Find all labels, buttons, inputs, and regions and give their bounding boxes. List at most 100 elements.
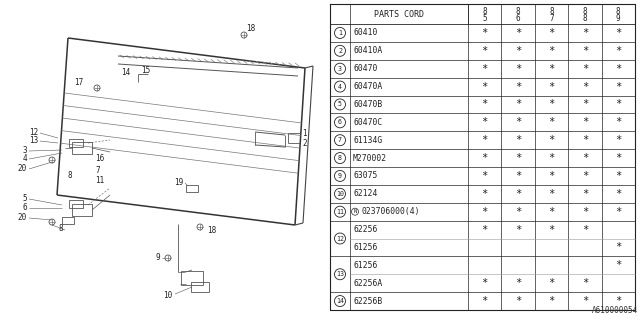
- Text: *: *: [548, 28, 555, 38]
- Text: *: *: [582, 117, 588, 127]
- Text: *: *: [481, 100, 488, 109]
- Text: *: *: [582, 64, 588, 74]
- Text: 19: 19: [173, 178, 183, 187]
- Text: *: *: [548, 135, 555, 145]
- Text: A610000054: A610000054: [592, 306, 638, 315]
- Bar: [181, 271, 203, 285]
- Text: *: *: [548, 225, 555, 235]
- Text: *: *: [615, 28, 621, 38]
- Text: *: *: [515, 64, 521, 74]
- Text: 5: 5: [22, 194, 27, 203]
- Text: *: *: [515, 135, 521, 145]
- Text: 20: 20: [18, 164, 27, 172]
- Text: 13: 13: [336, 271, 344, 277]
- Text: *: *: [481, 46, 488, 56]
- Text: 9: 9: [338, 173, 342, 179]
- Text: 62256B: 62256B: [353, 297, 382, 306]
- Text: N: N: [353, 209, 356, 214]
- Text: *: *: [481, 225, 488, 235]
- Text: 60410A: 60410A: [353, 46, 382, 55]
- Text: 6: 6: [338, 119, 342, 125]
- Text: 7: 7: [549, 13, 554, 22]
- Text: *: *: [481, 278, 488, 288]
- Bar: [62, 217, 74, 223]
- Text: *: *: [582, 28, 588, 38]
- Text: 12: 12: [29, 127, 38, 137]
- Text: 5: 5: [338, 101, 342, 108]
- Text: 6: 6: [22, 203, 27, 212]
- Text: 18: 18: [246, 23, 255, 33]
- Text: *: *: [481, 117, 488, 127]
- Text: 60470B: 60470B: [353, 100, 382, 109]
- Text: 8: 8: [582, 13, 588, 22]
- Text: *: *: [582, 189, 588, 199]
- Text: 8: 8: [549, 6, 554, 15]
- Bar: [69, 200, 83, 208]
- Text: *: *: [481, 64, 488, 74]
- Text: *: *: [515, 278, 521, 288]
- Text: 8: 8: [67, 171, 72, 180]
- Text: *: *: [615, 260, 621, 270]
- Text: *: *: [615, 189, 621, 199]
- Text: 8: 8: [338, 155, 342, 161]
- Text: *: *: [515, 207, 521, 217]
- Bar: [191, 282, 209, 292]
- Text: 11: 11: [336, 209, 344, 215]
- Text: *: *: [481, 135, 488, 145]
- Text: *: *: [615, 153, 621, 163]
- Text: 14: 14: [336, 298, 344, 304]
- Text: *: *: [548, 64, 555, 74]
- Text: *: *: [615, 117, 621, 127]
- Text: 7: 7: [95, 165, 100, 174]
- Text: *: *: [582, 135, 588, 145]
- Text: 10: 10: [336, 191, 344, 197]
- Text: *: *: [582, 207, 588, 217]
- Text: *: *: [582, 225, 588, 235]
- Text: 4: 4: [338, 84, 342, 90]
- Text: 1: 1: [338, 30, 342, 36]
- Text: 4: 4: [22, 154, 27, 163]
- Text: 16: 16: [95, 154, 104, 163]
- Text: 9: 9: [156, 253, 160, 262]
- Text: *: *: [582, 171, 588, 181]
- Text: *: *: [481, 28, 488, 38]
- Text: *: *: [615, 82, 621, 92]
- Text: 15: 15: [141, 66, 150, 75]
- Text: 1: 1: [302, 129, 307, 138]
- Text: 7: 7: [338, 137, 342, 143]
- Text: 60470A: 60470A: [353, 82, 382, 91]
- Text: 63075: 63075: [353, 172, 378, 180]
- Text: *: *: [481, 207, 488, 217]
- Text: *: *: [548, 153, 555, 163]
- Text: *: *: [548, 117, 555, 127]
- Text: 6: 6: [516, 13, 520, 22]
- Text: 17: 17: [74, 77, 83, 86]
- Text: 8: 8: [58, 223, 63, 233]
- Text: *: *: [615, 207, 621, 217]
- Text: *: *: [515, 82, 521, 92]
- Text: 20: 20: [18, 212, 27, 221]
- Text: 11: 11: [95, 175, 104, 185]
- Text: *: *: [582, 46, 588, 56]
- Bar: [186, 185, 198, 191]
- Text: 12: 12: [336, 236, 344, 242]
- Text: 62124: 62124: [353, 189, 378, 198]
- Text: *: *: [548, 100, 555, 109]
- Text: *: *: [582, 100, 588, 109]
- Text: PARTS CORD: PARTS CORD: [374, 10, 424, 19]
- Bar: [69, 139, 83, 147]
- Text: *: *: [481, 189, 488, 199]
- Text: *: *: [548, 278, 555, 288]
- Text: *: *: [615, 243, 621, 252]
- Text: 14: 14: [121, 68, 130, 76]
- Text: *: *: [515, 100, 521, 109]
- Text: 3: 3: [22, 146, 27, 155]
- Text: 8: 8: [582, 6, 588, 15]
- Text: *: *: [615, 296, 621, 306]
- Text: 3: 3: [338, 66, 342, 72]
- Text: *: *: [615, 171, 621, 181]
- Text: 61134G: 61134G: [353, 136, 382, 145]
- Text: *: *: [481, 153, 488, 163]
- Text: *: *: [548, 189, 555, 199]
- Text: *: *: [615, 100, 621, 109]
